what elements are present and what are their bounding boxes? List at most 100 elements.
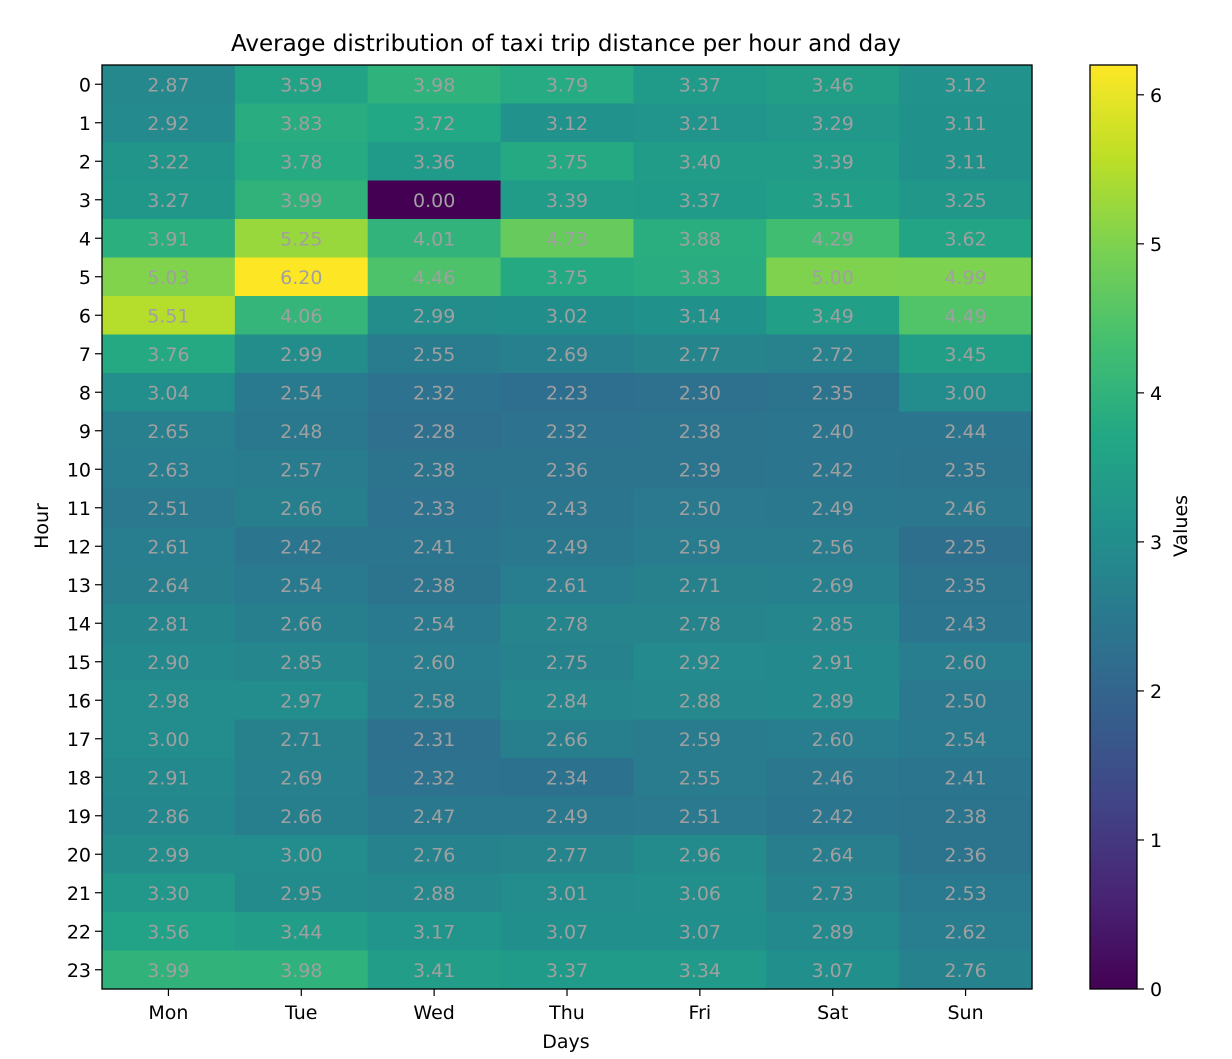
cell-value-label: 2.60 xyxy=(944,652,986,674)
heatmap-cell xyxy=(899,103,1033,143)
cell-value-label: 3.36 xyxy=(413,151,455,173)
cell-value-label: 2.54 xyxy=(413,613,455,635)
heatmap-cell xyxy=(500,373,635,413)
y-tick-label: 4 xyxy=(79,228,91,250)
cell-value-label: 2.32 xyxy=(413,767,455,789)
cell-value-label: 4.99 xyxy=(944,267,986,289)
heatmap-cell xyxy=(633,950,767,990)
heatmap-cells xyxy=(102,65,1033,990)
heatmap-cell xyxy=(234,296,369,336)
heatmap-cell xyxy=(500,142,635,182)
heatmap-cell xyxy=(500,565,635,605)
heatmap-cell xyxy=(766,180,900,220)
cell-value-label: 2.66 xyxy=(546,729,588,751)
cell-value-label: 2.50 xyxy=(679,498,721,520)
heatmap-cell xyxy=(766,257,900,297)
heatmap-cell xyxy=(899,527,1033,567)
cell-value-label: 2.60 xyxy=(812,729,854,751)
cell-value-label: 3.37 xyxy=(679,190,721,212)
heatmap-cell xyxy=(500,257,635,297)
cell-value-label: 2.54 xyxy=(944,729,986,751)
cell-value-label: 2.43 xyxy=(944,613,986,635)
cell-value-label: 3.11 xyxy=(944,151,986,173)
cell-value-label: 2.99 xyxy=(413,305,455,327)
cell-value-label: 2.46 xyxy=(812,767,854,789)
cell-value-label: 2.34 xyxy=(546,767,588,789)
heatmap-cell xyxy=(500,719,635,759)
y-tick-label: 8 xyxy=(79,382,91,404)
y-tick-label: 13 xyxy=(67,575,91,597)
y-tick-label: 20 xyxy=(67,844,91,866)
cell-value-label: 2.63 xyxy=(147,459,189,481)
heatmap-cell xyxy=(500,296,635,336)
heatmap-cell xyxy=(766,142,900,182)
heatmap-cell xyxy=(899,719,1033,759)
heatmap-cell xyxy=(234,65,369,105)
cell-value-label: 3.72 xyxy=(413,113,455,135)
heatmap-cell xyxy=(500,180,635,220)
cell-value-label: 2.54 xyxy=(280,575,322,597)
heatmap-cell xyxy=(899,219,1033,259)
heatmap-cell xyxy=(899,796,1033,836)
cell-value-label: 2.64 xyxy=(812,844,854,866)
heatmap-cell xyxy=(102,103,236,143)
heatmap-cell xyxy=(234,334,369,374)
cell-value-label: 2.69 xyxy=(546,344,588,366)
cell-value-label: 2.40 xyxy=(812,421,854,443)
cell-value-label: 3.06 xyxy=(679,883,721,905)
cell-value-label: 2.31 xyxy=(413,729,455,751)
cell-value-label: 4.29 xyxy=(812,228,854,250)
heatmap-cell xyxy=(766,719,900,759)
cell-value-label: 3.27 xyxy=(147,190,189,212)
heatmap-cell xyxy=(766,835,900,875)
heatmap-cell xyxy=(367,527,502,567)
cell-value-label: 2.98 xyxy=(147,690,189,712)
heatmap-cell xyxy=(899,681,1033,721)
cell-value-label: 3.12 xyxy=(944,74,986,96)
cell-value-label: 2.77 xyxy=(679,344,721,366)
cell-value-label: 3.25 xyxy=(944,190,986,212)
heatmap-cell xyxy=(500,334,635,374)
heatmap-cell xyxy=(766,65,900,105)
heatmap-cell xyxy=(102,450,236,490)
cell-value-label: 2.59 xyxy=(679,729,721,751)
cell-value-label: 2.66 xyxy=(280,498,322,520)
cell-value-label: 2.30 xyxy=(679,382,721,404)
cell-value-label: 2.55 xyxy=(679,767,721,789)
y-tick-label: 16 xyxy=(67,690,91,712)
heatmap-cell xyxy=(500,796,635,836)
heatmap-cell xyxy=(367,180,502,220)
heatmap-cell xyxy=(102,873,236,913)
cell-value-label: 2.49 xyxy=(546,536,588,558)
heatmap-cell xyxy=(367,373,502,413)
cell-value-label: 4.01 xyxy=(413,228,455,250)
y-tick-label: 0 xyxy=(79,74,91,96)
cell-value-label: 3.12 xyxy=(546,113,588,135)
heatmap-cell xyxy=(766,758,900,798)
cell-value-label: 2.57 xyxy=(280,459,322,481)
heatmap-cell xyxy=(102,219,236,259)
heatmap-cell xyxy=(500,411,635,451)
cell-value-label: 4.49 xyxy=(944,305,986,327)
x-tick-label: Mon xyxy=(148,1002,188,1024)
cell-value-label: 3.56 xyxy=(147,921,189,943)
heatmap-cell xyxy=(234,758,369,798)
cell-value-label: 2.58 xyxy=(413,690,455,712)
heatmap-cell xyxy=(102,565,236,605)
cell-value-label: 3.07 xyxy=(812,960,854,982)
heatmap-cell xyxy=(367,219,502,259)
heatmap-cell xyxy=(102,604,236,644)
heatmap-cell xyxy=(766,450,900,490)
heatmap-cell xyxy=(633,334,767,374)
heatmap-cell xyxy=(367,642,502,682)
heatmap-cell xyxy=(367,257,502,297)
y-tick-label: 19 xyxy=(67,806,91,828)
heatmap-cell xyxy=(899,373,1033,413)
heatmap-cell xyxy=(633,142,767,182)
cell-value-label: 2.32 xyxy=(546,421,588,443)
cell-value-label: 3.39 xyxy=(546,190,588,212)
cell-value-label: 3.51 xyxy=(812,190,854,212)
heatmap-cell xyxy=(766,604,900,644)
heatmap-cell xyxy=(899,450,1033,490)
heatmap-cell xyxy=(500,604,635,644)
